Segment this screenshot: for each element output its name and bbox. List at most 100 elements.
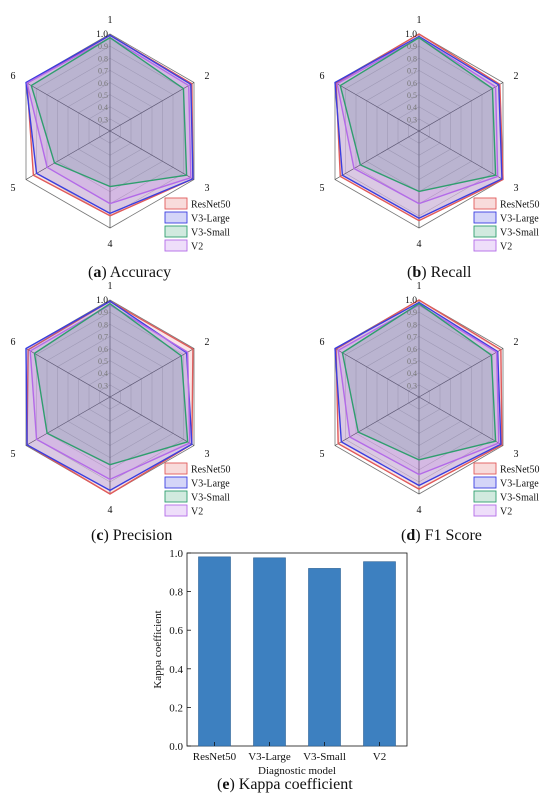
radar-chart-4: 1 2 3 4 5 6 0.3 0.4 0.5 0.6 0.7 0.8 0.9 1.0 ResNet50 V3… [320,281,540,518]
radar-tick-label: 0.4 [98,369,108,378]
bar-v2 [363,561,396,747]
legend-swatch-v3-large [473,211,497,224]
radar-spoke [334,396,420,446]
radar-spoke [334,130,420,180]
radar-series-v3-small [341,302,497,461]
y-tick-label: 0.4 [169,664,183,676]
x-tick-label: V2 [373,751,386,763]
radar-axis-label: 4 [417,505,422,516]
radar-axis-label: 5 [11,183,16,194]
radar-series-v3-small [33,302,189,466]
y-tick-label: 1.0 [169,548,183,560]
radar-tick-label: 0.5 [98,357,108,366]
y-tick-label: 0.8 [169,587,183,599]
radar-tick-label: 0.6 [98,345,108,354]
radar-spoke [418,396,504,446]
caption-accuracy: (a) Accuracy [88,264,172,281]
radar-series-resnet50 [335,33,504,222]
legend-label: V3-Large [500,479,539,490]
y-tick-label: 0.2 [169,702,183,714]
legend-label: V2 [191,242,203,253]
legend-swatch-resnet50 [164,197,188,210]
radar-spoke [109,396,195,446]
radar-axis-label: 5 [11,449,16,460]
legend-label: ResNet50 [500,200,539,211]
radar-tick-label: 0.7 [98,67,108,76]
radar-tick-label: 0.8 [407,54,417,63]
radar-axis-label: 1 [417,15,422,26]
legend-swatch-v3-large [473,476,497,489]
legend-swatch-v2 [164,239,188,252]
x-tick-label: V3-Small [303,751,346,763]
radar-tick-label: 0.6 [98,79,108,88]
radar-tick-label: 0.6 [407,345,417,354]
bar-v3-small [308,568,341,747]
legend-label: V2 [500,242,512,253]
radar-tick-label: 0.8 [98,54,108,63]
radar-tick-label: 1.0 [405,296,417,306]
radar-spoke [334,82,420,132]
radar-series-v3-small [339,36,497,193]
radar-tick-label: 0.9 [407,42,417,51]
x-tick-label: V3-Large [248,751,291,763]
radar-tick-label: 0.5 [407,91,417,100]
legend-swatch-resnet50 [473,197,497,210]
plot-frame [186,552,408,747]
radar-series-v2 [337,304,500,476]
x-axis-label: Diagnostic model [258,765,336,777]
radar-tick-label: 0.6 [407,79,417,88]
radar-tick-label: 0.3 [407,381,417,390]
bar-chart: 0.0 0.2 0.4 0.6 0.8 1.0 ResNet50 V3-Large V3-Sma… [152,548,408,777]
radar-tick-label: 1.0 [96,30,108,40]
radar-series-v2 [26,36,192,205]
radar-series-resnet50 [335,299,503,490]
radar-axis-label: 3 [204,183,209,194]
radar-tick-label: 0.5 [98,91,108,100]
legend-label: V3-Large [191,214,230,225]
radar-axis-label: 6 [320,71,325,82]
legend-swatch-v3-large [164,476,188,489]
legend-label: V3-Small [191,493,230,504]
legend-swatch-v3-small [164,225,188,238]
radar-spoke [418,82,504,132]
legend-swatch-v2 [164,504,188,517]
radar-axis-label: 1 [417,281,422,292]
radar-axis-label: 3 [513,449,518,460]
radar-tick-label: 0.9 [98,308,108,317]
legend-label: V3-Small [500,493,539,504]
x-tick-label: ResNet50 [193,751,237,763]
radar-spoke [25,82,111,132]
bar-resnet50 [198,556,231,747]
radar-tick-label: 1.0 [405,30,417,40]
radar-tick-label: 0.7 [98,333,108,342]
legend-swatch-v3-large [164,211,188,224]
radar-tick-label: 0.7 [407,67,417,76]
legend-label: ResNet50 [191,465,230,476]
legend-label: V2 [191,507,203,518]
y-tick-label: 0.6 [169,625,183,637]
radar-series-v2 [336,36,499,205]
radar-spoke [25,348,111,398]
legend-swatch-v3-small [473,490,497,503]
radar-axis-label: 2 [513,71,518,82]
radar-spoke [109,130,195,180]
legend-label: V2 [500,507,512,518]
radar-tick-label: 0.3 [98,381,108,390]
legend-swatch-v2 [473,239,497,252]
radar-axis-label: 2 [204,71,209,82]
radar-axis-label: 3 [204,449,209,460]
caption-precision: (c) Precision [91,527,173,544]
radar-tick-label: 0.9 [98,42,108,51]
legend-label: V3-Large [500,214,539,225]
radar-tick-label: 0.4 [407,103,417,112]
radar-tick-label: 0.9 [407,308,417,317]
legend-label: V3-Small [191,228,230,239]
radar-tick-label: 0.8 [98,320,108,329]
radar-tick-label: 0.4 [407,369,417,378]
radar-axis-label: 4 [417,239,422,250]
radar-tick-label: 1.0 [96,296,108,306]
radar-axis-label: 5 [320,183,325,194]
bar-v3-large [253,557,286,747]
radar-spoke [418,348,504,398]
radar-spoke [334,348,420,398]
